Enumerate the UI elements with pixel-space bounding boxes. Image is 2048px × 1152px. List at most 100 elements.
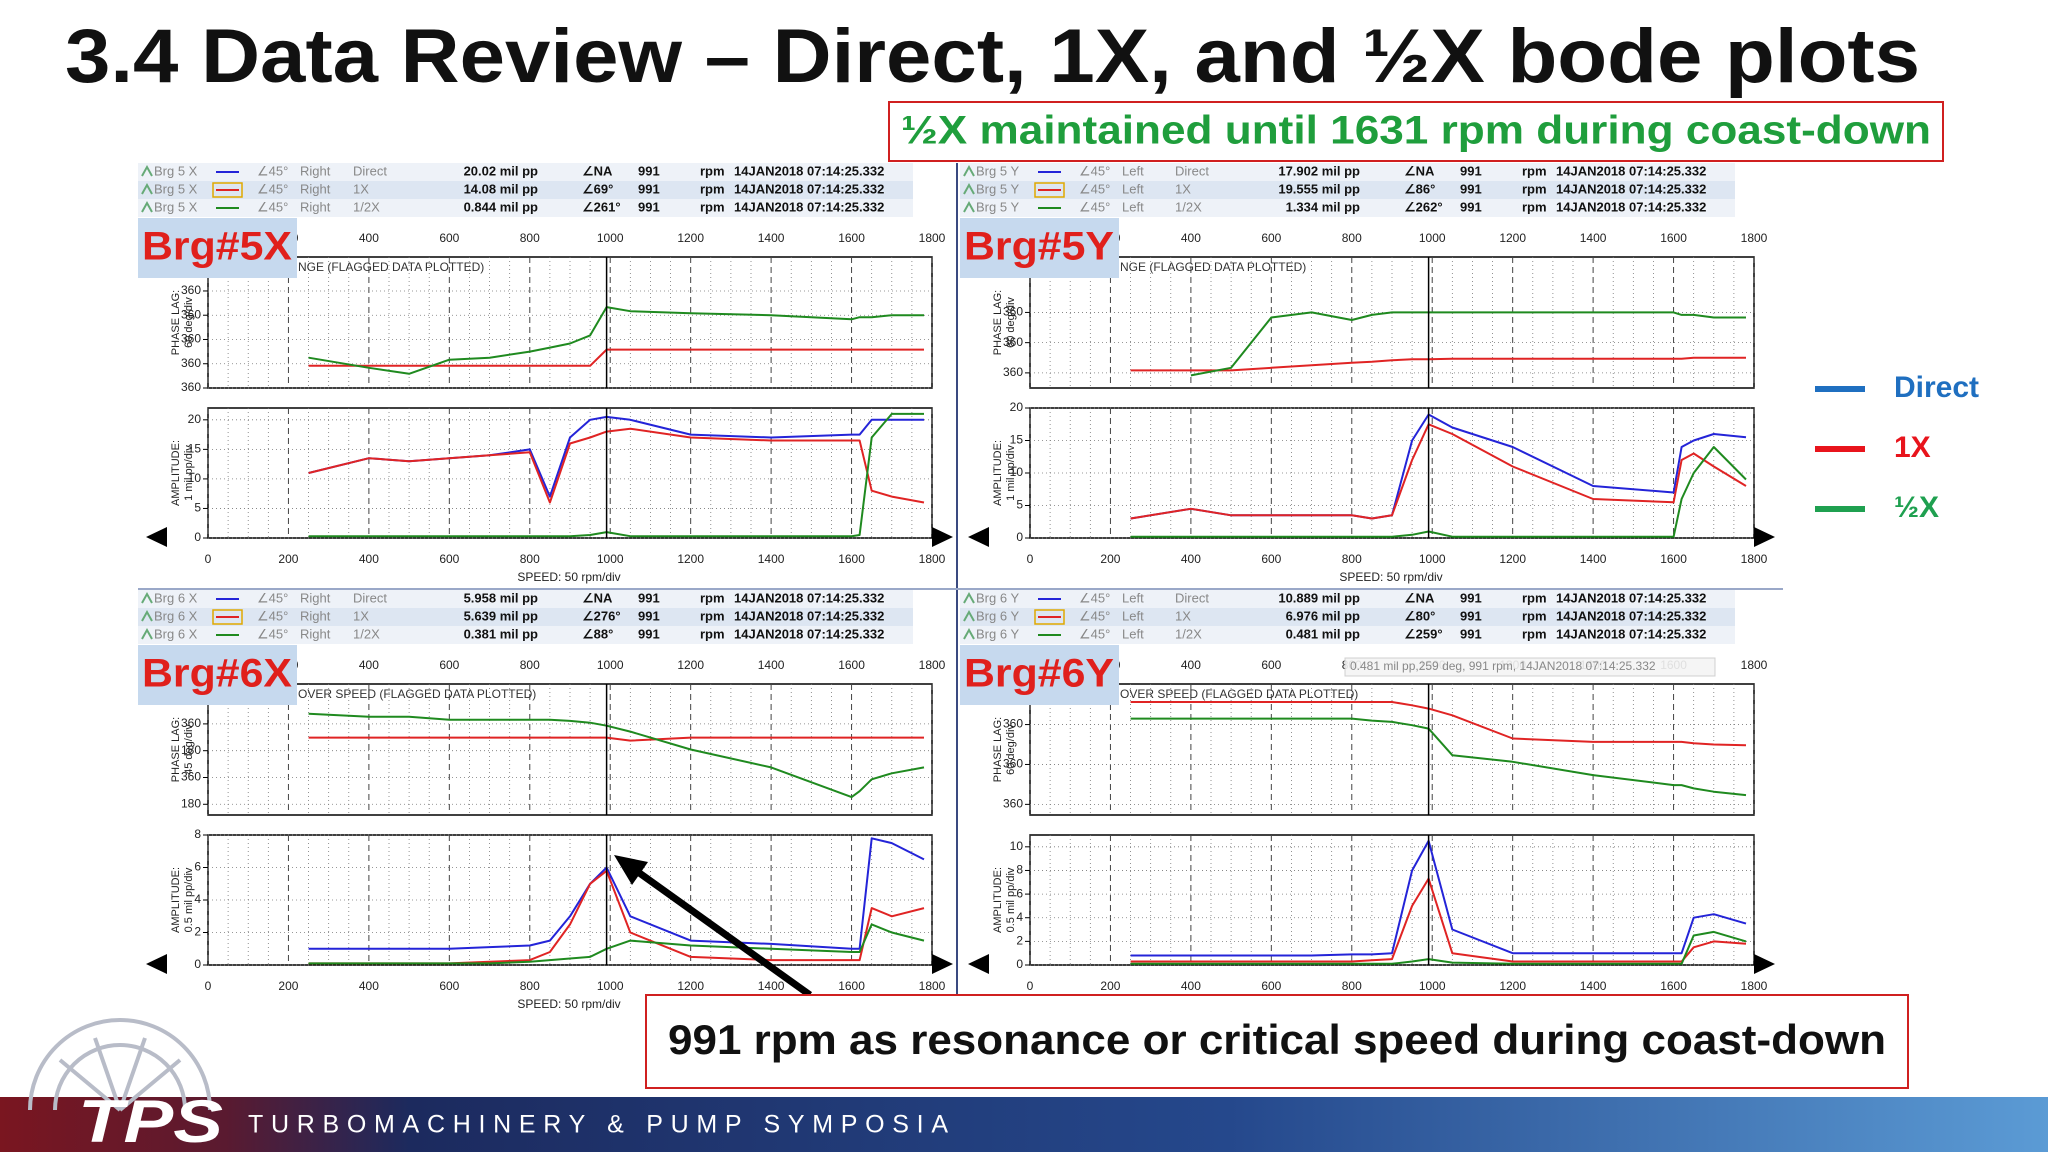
y-tick-label: 4: [194, 892, 201, 906]
y-axis-label: PHASE LAG: 60 deg/div: [992, 717, 1017, 782]
panel-label-box: [960, 218, 1119, 278]
readout-row: [138, 590, 913, 608]
readout-type: Direct: [353, 163, 387, 178]
readout-value: 5.958 mil pp: [464, 590, 538, 605]
x-tick-label: 0: [205, 552, 212, 566]
readout-row: [960, 626, 1735, 644]
trace: [308, 427, 925, 504]
callout-text: 991 rpm as resonance or critical speed d…: [668, 1016, 1886, 1063]
readout-time: 14JAN2018 07:14:25.332: [734, 608, 884, 623]
readout-phase: ∠262°: [1404, 199, 1443, 214]
readout-side: Left: [1122, 199, 1144, 214]
y-axis-label: AMPLITUDE: 0.5 mil pp/div: [170, 867, 195, 933]
legend-label: ½X: [1894, 491, 1939, 524]
y-tick-label: 6: [194, 860, 201, 874]
x-tick-label: 1400: [1580, 231, 1607, 245]
probe-icon: [963, 164, 975, 177]
readout-probe: Brg 5 Y: [976, 163, 1019, 178]
readout-type: 1X: [353, 608, 369, 623]
readout-angle: ∠45°: [1079, 163, 1110, 178]
readout-angle: ∠45°: [257, 590, 288, 605]
readout-side: Left: [1122, 626, 1144, 641]
scroll-right: [932, 954, 953, 974]
trace: [1130, 356, 1746, 372]
trace: [1130, 930, 1747, 965]
x-tick-label: 400: [359, 231, 379, 245]
readout-value: 6.976 mil pp: [1286, 608, 1360, 623]
readout-unit: rpm: [700, 608, 725, 623]
readout-angle: ∠45°: [1079, 590, 1110, 605]
legend-label: 1X: [1894, 431, 1931, 464]
readout-probe: Brg 5 Y: [976, 199, 1019, 214]
readout-rpm: 991: [1460, 608, 1482, 623]
y-tick-label: 10: [188, 471, 202, 485]
probe-icon: [963, 591, 975, 604]
legend: Direct 1X ½X: [1815, 371, 1979, 524]
readout-time: 14JAN2018 07:14:25.332: [734, 163, 884, 178]
readout-unit: rpm: [1522, 626, 1547, 641]
scroll-left: [968, 954, 989, 974]
readout-unit: rpm: [700, 163, 725, 178]
readout-angle: ∠45°: [257, 163, 288, 178]
probe-icon: [963, 200, 975, 213]
trace: [308, 837, 925, 950]
x-tick-label: 1000: [597, 658, 624, 672]
readout-row: [960, 163, 1735, 181]
readout-phase: ∠NA: [582, 590, 613, 605]
x-tick-label: 800: [1342, 979, 1362, 993]
readout-probe: Brg 6 Y: [976, 590, 1019, 605]
readout-side: Right: [300, 181, 331, 196]
plot-area: [1029, 256, 1755, 389]
readout-rpm: 991: [638, 590, 660, 605]
readout-side: Left: [1122, 163, 1144, 178]
x-tick-label: 1200: [1499, 979, 1526, 993]
readout-value: 14.08 mil pp: [464, 181, 538, 196]
footer-band: [0, 1097, 2048, 1152]
x-tick-label: 1800: [919, 658, 946, 672]
scroll-left: [146, 954, 167, 974]
x-tick-label: 400: [359, 552, 379, 566]
trace: [1130, 701, 1747, 747]
readout-phase: ∠NA: [1404, 590, 1435, 605]
probe-icon: [963, 182, 975, 195]
callout-arrow: [635, 869, 813, 998]
scroll-left: [968, 527, 989, 547]
phase-note: NGE (FLAGGED DATA PLOTTED): [298, 260, 484, 274]
x-tick-label: 1800: [1741, 552, 1768, 566]
trace: [308, 412, 924, 538]
trace: [308, 712, 925, 799]
x-axis-title: SPEED: 50 rpm/div: [1339, 570, 1442, 584]
readout-time: 14JAN2018 07:14:25.332: [1556, 181, 1706, 196]
y-tick-label: 15: [1010, 433, 1024, 447]
x-tick-label: 1000: [1419, 552, 1446, 566]
readout-value: 19.555 mil pp: [1278, 181, 1360, 196]
probe-icon: [141, 164, 153, 177]
y-axis-label: AMPLITUDE: 0.5 mil pp/div: [992, 867, 1017, 933]
y-axis-title: PHASE LAG:: [992, 717, 1004, 782]
callout-arrowhead: [614, 855, 648, 885]
swatch-frame: [1034, 182, 1065, 198]
readout-row: [960, 199, 1735, 217]
x-tick-label: 1400: [1580, 552, 1607, 566]
x-tick-label: 400: [1181, 658, 1201, 672]
readout-unit: rpm: [1522, 181, 1547, 196]
readout-phase: ∠NA: [582, 163, 613, 178]
y-tick-label: 0: [194, 957, 201, 971]
probe-icon: [141, 627, 153, 640]
trace: [1130, 423, 1747, 520]
readout-time: 14JAN2018 07:14:25.332: [1556, 608, 1706, 623]
readout-side: Left: [1122, 590, 1144, 605]
x-tick-label: 1400: [758, 552, 785, 566]
readout-angle: ∠45°: [1079, 626, 1110, 641]
readout-time: 14JAN2018 07:14:25.332: [1556, 163, 1706, 178]
x-tick-label: 600: [1261, 979, 1281, 993]
x-tick-label: 400: [1181, 231, 1201, 245]
x-tick-label: 1600: [838, 552, 865, 566]
readout-row: [138, 626, 913, 644]
readout-rpm: 991: [1460, 199, 1482, 214]
legend-label: Direct: [1894, 371, 1979, 404]
readout-type: 1/2X: [353, 199, 380, 214]
x-tick-label: 800: [1342, 552, 1362, 566]
readout-phase: ∠80°: [1404, 608, 1435, 623]
phase-note: NGE (FLAGGED DATA PLOTTED): [1120, 260, 1306, 274]
